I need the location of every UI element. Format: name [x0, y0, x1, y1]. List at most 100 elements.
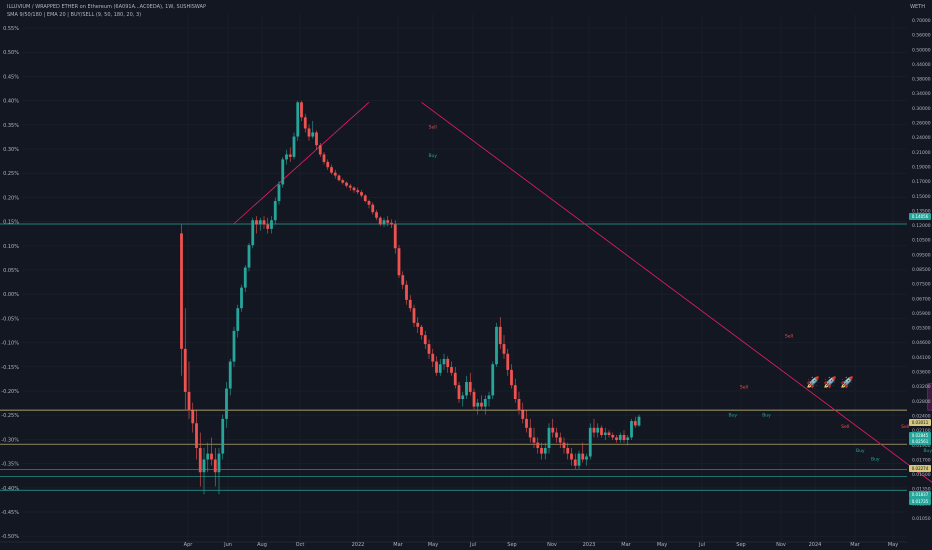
target-zone: [927, 383, 932, 411]
candle-body: [243, 267, 247, 288]
candle-body: [457, 385, 461, 400]
right-axis-label: 0.08500: [912, 267, 931, 273]
right-axis-label: 0.09500: [912, 252, 931, 258]
right-axis-label: 0.38000: [912, 77, 931, 83]
candle-body: [296, 102, 300, 137]
candle-body: [517, 399, 521, 411]
candle-body: [191, 410, 195, 424]
candles: [180, 100, 641, 495]
candle-body: [450, 367, 453, 373]
candle-body: [266, 224, 270, 229]
right-axis-label: 0.05300: [912, 326, 931, 332]
right-axis-label: 0.03200: [912, 384, 931, 390]
candle-body: [303, 117, 307, 129]
right-axis-label: 0.26000: [912, 121, 931, 127]
candle-body: [480, 402, 483, 407]
candle-body: [607, 432, 611, 435]
candle-body: [495, 326, 498, 365]
left-axis: 0.55% 0.50% 0.45% 0.40% 0.35% 0.30% 0.25% 0.20%…: [1, 26, 19, 540]
left-axis-label: 0.05%: [3, 268, 19, 274]
sell-signal-label: Sell: [841, 424, 849, 430]
candle-body: [183, 348, 187, 392]
candle-body: [573, 459, 577, 466]
candle-body: [555, 432, 558, 438]
right-axis-label: 0.15000: [912, 194, 931, 200]
candle-body: [378, 217, 382, 225]
indicator-legend: SMA 9/50/180 | EMA 20 | BUY/SELL (9, 50,…: [7, 12, 142, 18]
candle-body: [187, 391, 191, 411]
candle-body: [442, 358, 446, 365]
right-axis-label: 0.44000: [912, 62, 931, 68]
right-axis-label: 0.07500: [912, 282, 931, 288]
candle-body: [506, 353, 510, 370]
right-axis-label: 0.24000: [912, 135, 931, 141]
candle-body: [401, 275, 405, 285]
candle-body: [427, 344, 431, 354]
candle-body: [547, 427, 551, 448]
x-axis-label: Jul: [698, 542, 705, 548]
trendlines: [233, 102, 932, 483]
candle-body: [600, 427, 603, 435]
candle-body: [611, 434, 615, 438]
candle-body: [273, 201, 277, 221]
left-axis-label: 0.40%: [3, 99, 19, 105]
candle-body: [585, 456, 588, 460]
left-axis-label: 0.45%: [3, 74, 19, 80]
candle-body: [446, 358, 450, 368]
right-axis-label: 0.02400: [912, 413, 931, 419]
candle-body: [438, 364, 442, 373]
candle-body: [382, 220, 386, 225]
candle-body: [588, 427, 592, 457]
candle-body: [288, 154, 292, 157]
candle-body: [521, 410, 525, 419]
x-axis-label: 2024: [809, 542, 822, 548]
candle-body: [258, 220, 262, 225]
buy-signal-label: Buy: [428, 153, 437, 159]
buy-signal-label: Buy: [856, 448, 865, 454]
x-axis-label: Mar: [393, 542, 403, 548]
grid-lines: [22, 14, 907, 542]
price-badge: 0.02274: [909, 465, 931, 472]
x-axis-label: 2022: [352, 542, 365, 548]
candle-body: [633, 421, 637, 426]
candle-body: [206, 453, 210, 460]
candle-body: [453, 372, 457, 386]
price-badge: 0.02561: [909, 438, 931, 445]
buy-signal-label: Buy: [728, 413, 737, 419]
candle-body: [592, 427, 596, 433]
candle-body: [363, 195, 367, 202]
right-axis-label: 0.01900: [912, 443, 931, 449]
candle-body: [247, 245, 251, 268]
right-axis-label: 0.02100: [912, 428, 931, 434]
candle-body: [472, 391, 476, 407]
right-axis-label: 0.34000: [912, 91, 931, 97]
x-axis-label: Sep: [736, 542, 745, 548]
candle-body: [221, 418, 225, 454]
x-axis-label: Jun: [223, 542, 232, 548]
right-axis-label: 0.19000: [912, 164, 931, 170]
right-axis-label: 0.01050: [912, 516, 931, 522]
candle-body: [277, 184, 281, 202]
right-axis-label: 0.04600: [912, 340, 931, 346]
right-axis-label: 0.02800: [912, 399, 931, 405]
sell-signal-label: Sell: [429, 124, 437, 130]
candle-body: [202, 459, 206, 473]
candle-body: [240, 287, 243, 309]
candle-body: [333, 172, 337, 176]
right-axis-label: 0.04100: [912, 355, 931, 361]
chart-title: ILLUVIUM / WRAPPED ETHER on Ethereum (6A…: [7, 4, 206, 10]
price-badge: 0.14056: [909, 213, 931, 220]
candle-body: [435, 361, 438, 373]
left-axis-label: 0.50%: [3, 50, 19, 56]
candle-body: [487, 395, 491, 400]
x-axis-label: Aug: [257, 542, 267, 548]
candle-body: [525, 418, 528, 428]
candle-body: [558, 437, 562, 443]
candle-body: [468, 381, 472, 392]
left-axis-label: 0.30%: [3, 147, 19, 153]
candle-body: [536, 442, 540, 448]
left-axis-label: -0.30%: [1, 437, 19, 443]
candle-body: [465, 381, 468, 396]
candle-body: [307, 128, 311, 137]
